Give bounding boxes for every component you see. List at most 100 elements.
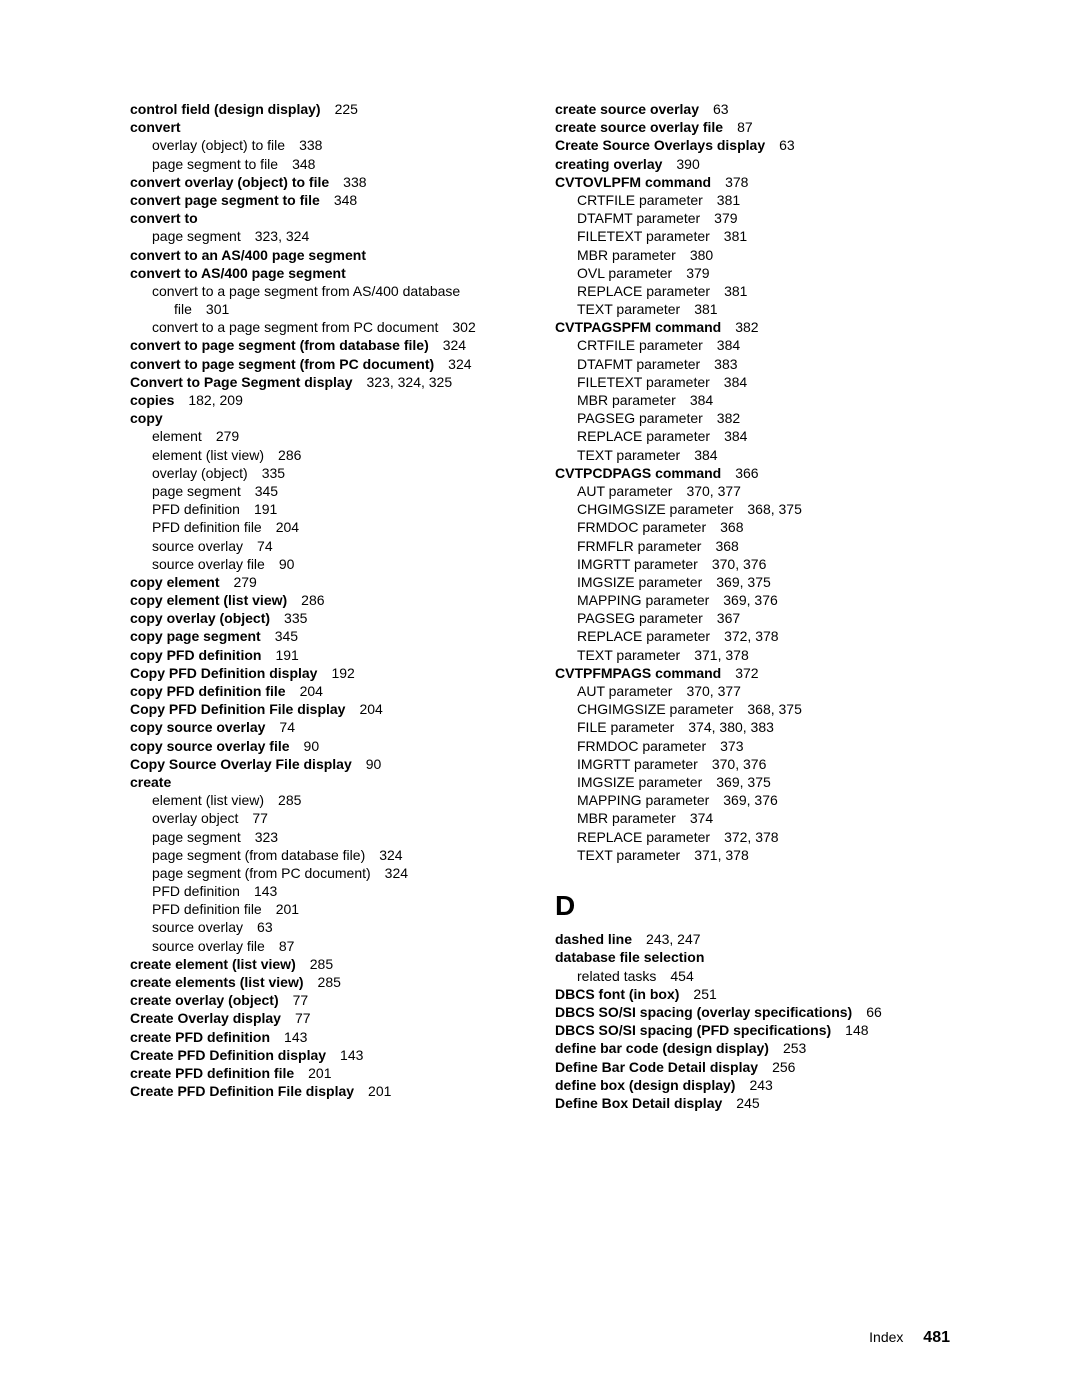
index-term: DBCS font (in box) (555, 986, 679, 1002)
index-entry: convert to AS/400 page segment (130, 264, 525, 282)
index-term: CRTFILE parameter (577, 192, 703, 208)
index-term: page segment (152, 483, 241, 499)
index-entry: DBCS SO/SI spacing (overlay specificatio… (555, 1003, 950, 1021)
index-pages: 201 (368, 1083, 391, 1099)
index-pages: 143 (284, 1029, 307, 1045)
index-term: REPLACE parameter (577, 283, 710, 299)
index-entry: TEXT parameter371, 378 (555, 846, 950, 864)
index-pages: 201 (308, 1065, 331, 1081)
index-term: OVL parameter (577, 265, 672, 281)
index-term: MAPPING parameter (577, 792, 709, 808)
index-term: FRMDOC parameter (577, 738, 706, 754)
index-entry: FILE parameter374, 380, 383 (555, 718, 950, 736)
index-term: CHGIMGSIZE parameter (577, 501, 733, 517)
index-entry: copy element (list view)286 (130, 591, 525, 609)
index-entry: CRTFILE parameter384 (555, 336, 950, 354)
index-pages: 381 (717, 192, 740, 208)
index-entry: convert page segment to file348 (130, 191, 525, 209)
index-entry: Copy Source Overlay File display90 (130, 755, 525, 773)
index-pages: 66 (866, 1004, 882, 1020)
index-term: PFD definition file (152, 901, 262, 917)
index-pages: 243 (749, 1077, 772, 1093)
index-term: Copy Source Overlay File display (130, 756, 352, 772)
index-entry: copy source overlay file 90 (130, 737, 525, 755)
index-entry: IMGRTT parameter370, 376 (555, 755, 950, 773)
index-term: REPLACE parameter (577, 428, 710, 444)
index-entry: Define Box Detail display245 (555, 1094, 950, 1112)
index-term: page segment (152, 829, 241, 845)
index-term: AUT parameter (577, 683, 672, 699)
index-pages: 381 (694, 301, 717, 317)
index-term: creating overlay (555, 156, 662, 172)
index-pages: 77 (293, 992, 309, 1008)
index-term: PAGSEG parameter (577, 610, 703, 626)
index-pages: 381 (724, 283, 747, 299)
index-term: related tasks (577, 968, 656, 984)
index-term: copy page segment (130, 628, 261, 644)
index-entry: create (130, 773, 525, 791)
index-entry: overlay (object) to file338 (130, 136, 525, 154)
index-entry: copy overlay (object)335 (130, 609, 525, 627)
index-pages: 143 (254, 883, 277, 899)
index-pages: 90 (304, 738, 320, 754)
index-entry: creating overlay390 (555, 155, 950, 173)
index-term: convert page segment to file (130, 192, 320, 208)
index-entry: CVTOVLPFM command378 (555, 173, 950, 191)
index-term: convert to a page segment from AS/400 da… (152, 283, 460, 299)
index-entry: create elements (list view)285 (130, 973, 525, 991)
index-pages: 368, 375 (747, 701, 802, 717)
index-pages: 279 (216, 428, 239, 444)
index-term: TEXT parameter (577, 847, 680, 863)
index-term: Convert to Page Segment display (130, 374, 353, 390)
index-pages: 338 (343, 174, 366, 190)
index-entry: copy element279 (130, 573, 525, 591)
index-term: create elements (list view) (130, 974, 304, 990)
index-pages: 143 (340, 1047, 363, 1063)
index-term: copy (130, 410, 163, 426)
index-pages: 323, 324, 325 (367, 374, 453, 390)
index-pages: 370, 377 (686, 683, 741, 699)
index-term: Create Overlay display (130, 1010, 281, 1026)
index-term: define bar code (design display) (555, 1040, 769, 1056)
index-pages: 204 (359, 701, 382, 717)
index-pages: 87 (737, 119, 753, 135)
index-entry: REPLACE parameter372, 378 (555, 828, 950, 846)
index-pages: 148 (845, 1022, 868, 1038)
index-term: copy source overlay file (130, 738, 290, 754)
index-term: copies (130, 392, 174, 408)
index-pages: 372 (735, 665, 758, 681)
index-term: Define Bar Code Detail display (555, 1059, 758, 1075)
index-pages: 384 (724, 428, 747, 444)
index-term: Define Box Detail display (555, 1095, 722, 1111)
index-entry: REPLACE parameter 381 (555, 282, 950, 300)
index-term: create PFD definition (130, 1029, 270, 1045)
index-pages: 301 (206, 301, 229, 317)
index-term: TEXT parameter (577, 301, 680, 317)
index-entry: CVTPFMPAGS command 372 (555, 664, 950, 682)
index-term: convert to an AS/400 page segment (130, 247, 366, 263)
index-term: DBCS SO/SI spacing (overlay specificatio… (555, 1004, 852, 1020)
index-entry: copy page segment345 (130, 627, 525, 645)
index-entry: source overlay file87 (130, 937, 525, 955)
index-term: convert to (130, 210, 198, 226)
index-entry: MBR parameter374 (555, 809, 950, 827)
index-term: CVTPFMPAGS command (555, 665, 721, 681)
index-pages: 204 (276, 519, 299, 535)
index-entry: copy (130, 409, 525, 427)
index-pages: 367 (717, 610, 740, 626)
index-entry: PAGSEG parameter 367 (555, 609, 950, 627)
index-entry: convert overlay (object) to file338 (130, 173, 525, 191)
index-entry: element (list view)286 (130, 446, 525, 464)
index-term: PAGSEG parameter (577, 410, 703, 426)
index-page: control field (design display)225convert… (0, 0, 1080, 1152)
index-term: convert to page segment (from database f… (130, 337, 429, 353)
index-entry: define box (design display)243 (555, 1076, 950, 1094)
index-pages: 370, 376 (712, 556, 767, 572)
index-entry: AUT parameter 370, 377 (555, 682, 950, 700)
index-term: Copy PFD Definition File display (130, 701, 345, 717)
index-term: MBR parameter (577, 810, 676, 826)
index-entry: DBCS font (in box)251 (555, 985, 950, 1003)
index-pages: 384 (717, 337, 740, 353)
index-entry: dashed line243, 247 (555, 930, 950, 948)
index-pages: 323 (255, 829, 278, 845)
